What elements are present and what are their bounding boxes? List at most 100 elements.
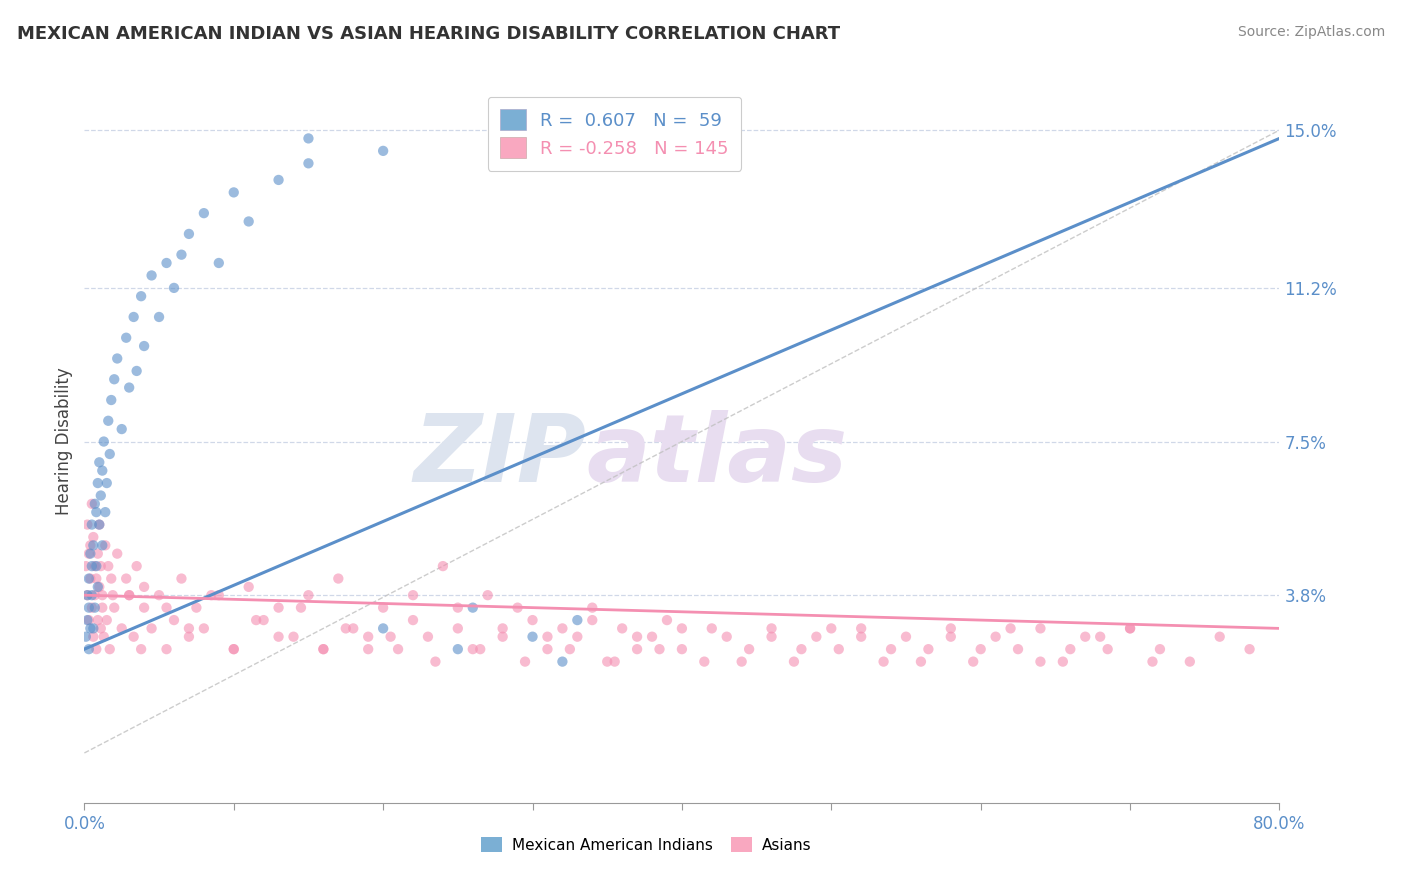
Point (177, 630, 200, 644)
Point (238, 214, 260, 228)
Point (91, 538, 114, 552)
Point (186, 600, 208, 615)
Point (87, 580, 110, 594)
Y-axis label: Hearing Disability: Hearing Disability (55, 368, 73, 516)
Point (77, 600, 100, 615)
Point (80, 588, 103, 602)
Point (1059, 642, 1081, 657)
Point (312, 642, 335, 657)
Point (626, 630, 648, 644)
Point (79, 621, 101, 635)
Point (163, 613, 186, 627)
Point (76, 613, 98, 627)
Point (402, 588, 425, 602)
Point (76, 588, 98, 602)
Point (716, 630, 738, 644)
Point (87, 476, 110, 491)
Text: ZIP: ZIP (413, 410, 586, 502)
Point (170, 248, 193, 262)
Point (596, 655, 619, 669)
Point (77, 572, 100, 586)
Point (90, 559, 112, 574)
Point (335, 621, 357, 635)
Point (447, 621, 470, 635)
Point (558, 642, 581, 657)
Point (851, 621, 873, 635)
Point (129, 642, 152, 657)
Point (731, 655, 754, 669)
Point (76, 588, 98, 602)
Point (82, 538, 104, 552)
Point (80, 497, 103, 511)
Point (790, 642, 813, 657)
Point (177, 621, 200, 635)
Point (387, 642, 409, 657)
Point (222, 642, 245, 657)
Point (97, 414, 120, 428)
Point (115, 331, 138, 345)
Point (193, 621, 215, 635)
Point (86, 505, 108, 519)
Point (82, 621, 104, 635)
Point (894, 630, 917, 644)
Point (129, 289, 152, 303)
Point (155, 600, 177, 615)
Point (581, 613, 603, 627)
Point (373, 144, 395, 158)
Point (477, 588, 499, 602)
Point (1097, 642, 1119, 657)
Point (100, 392, 122, 407)
Point (111, 621, 134, 635)
Point (79, 572, 101, 586)
Point (208, 588, 231, 602)
Point (461, 600, 484, 615)
Point (93, 630, 115, 644)
Point (297, 588, 319, 602)
Point (98, 447, 121, 461)
Point (962, 655, 984, 669)
Point (447, 642, 470, 657)
Point (1119, 621, 1142, 635)
Point (432, 559, 454, 574)
Point (91, 600, 114, 615)
Point (77, 613, 100, 627)
Point (357, 630, 380, 644)
Point (76, 517, 98, 532)
Point (75, 630, 97, 644)
Point (783, 655, 806, 669)
Point (267, 630, 290, 644)
Point (118, 588, 141, 602)
Point (567, 613, 589, 627)
Point (86, 642, 108, 657)
Point (96, 613, 118, 627)
Point (536, 630, 558, 644)
Point (132, 600, 156, 615)
Point (551, 621, 574, 635)
Point (738, 642, 761, 657)
Point (402, 613, 425, 627)
Point (536, 642, 558, 657)
Point (80, 517, 103, 532)
Point (115, 572, 138, 586)
Point (522, 630, 544, 644)
Point (1090, 630, 1112, 644)
Point (806, 630, 828, 644)
Point (222, 186, 245, 200)
Point (447, 600, 470, 615)
Point (141, 621, 163, 635)
Point (105, 547, 128, 561)
Point (1000, 621, 1022, 635)
Point (297, 131, 319, 145)
Point (111, 422, 134, 436)
Point (148, 310, 170, 324)
Point (86, 572, 108, 586)
Point (1119, 621, 1142, 635)
Point (373, 621, 395, 635)
Point (648, 642, 671, 657)
Point (87, 613, 110, 627)
Point (80, 600, 103, 615)
Point (118, 380, 141, 394)
Point (91, 464, 114, 478)
Point (626, 642, 648, 657)
Point (700, 621, 723, 635)
